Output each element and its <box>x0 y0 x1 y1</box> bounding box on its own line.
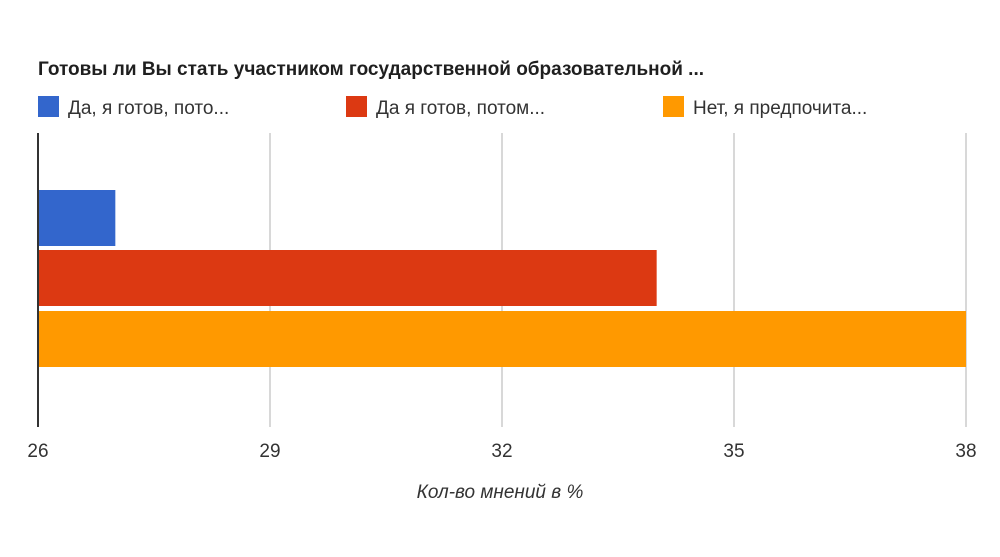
chart-title: Готовы ли Вы стать участником государств… <box>38 59 704 80</box>
x-axis-ticks: 26 29 32 35 38 <box>27 441 976 462</box>
legend-swatch <box>346 96 367 117</box>
x-tick-label: 38 <box>955 441 976 462</box>
x-tick-label: 29 <box>259 441 280 462</box>
legend-label: Да, я готов, пото... <box>68 98 229 119</box>
legend-item-1: Да, я готов, пото... <box>38 96 229 119</box>
legend-item-3: Нет, я предпочита... <box>663 96 867 119</box>
legend: Да, я готов, пото... Да я готов, потом...… <box>38 96 867 119</box>
legend-item-2: Да я готов, потом... <box>346 96 545 119</box>
bars <box>38 190 966 367</box>
x-tick-label: 35 <box>723 441 744 462</box>
x-tick-label: 32 <box>491 441 512 462</box>
bar-series-3 <box>38 311 966 367</box>
x-tick-label: 26 <box>27 441 48 462</box>
bar-series-2 <box>38 250 657 306</box>
x-axis-title: Кол-во мнений в % <box>417 482 584 503</box>
legend-swatch <box>38 96 59 117</box>
bar-series-1 <box>38 190 116 246</box>
legend-label: Нет, я предпочита... <box>693 98 867 119</box>
legend-swatch <box>663 96 684 117</box>
legend-label: Да я готов, потом... <box>376 98 545 119</box>
